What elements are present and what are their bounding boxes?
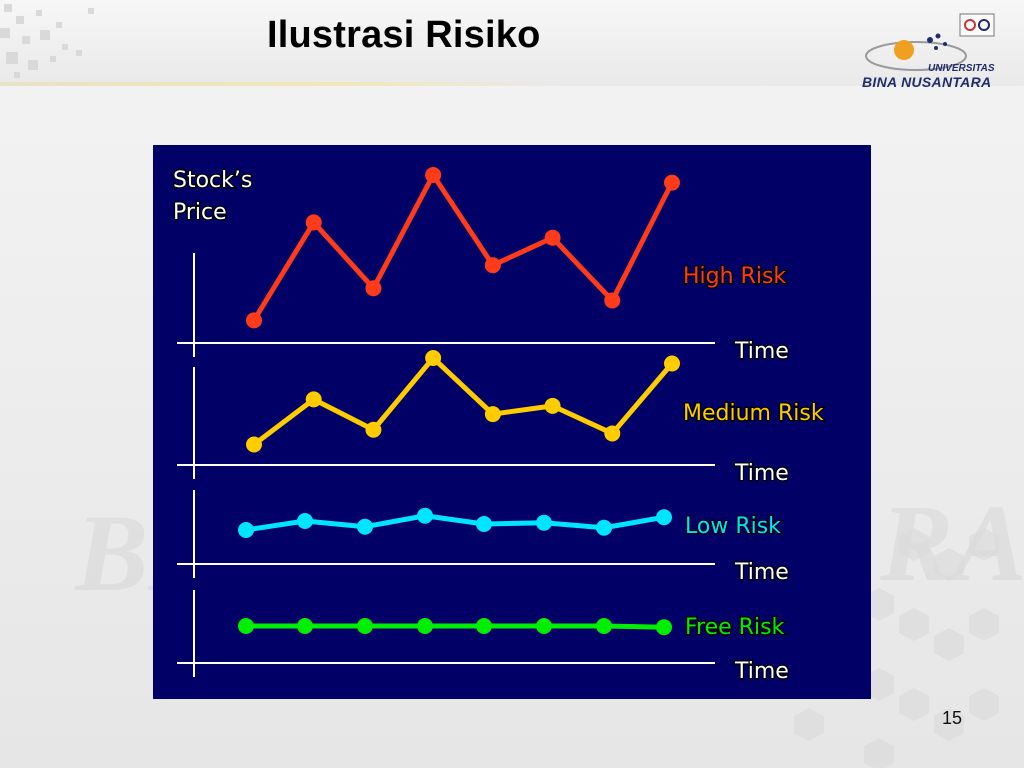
logo-text-bina-nusantara: BINA NUSANTARA bbox=[862, 74, 992, 90]
data-point bbox=[305, 214, 322, 231]
x-axis-label: Time bbox=[734, 339, 789, 364]
data-point bbox=[596, 618, 612, 634]
data-point bbox=[604, 292, 621, 309]
data-point bbox=[544, 229, 561, 246]
series-line-low-risk bbox=[245, 513, 665, 533]
data-point bbox=[417, 618, 433, 634]
data-point bbox=[476, 618, 492, 634]
risk-chart-svg: Stock’s Price Time High Risk Time Medium Risk… bbox=[172, 167, 825, 686]
data-point bbox=[425, 350, 442, 366]
series-label: High Risk bbox=[683, 264, 786, 289]
data-point bbox=[365, 280, 382, 297]
series-line-high-risk bbox=[251, 172, 675, 322]
series-label: Free Risk bbox=[685, 615, 785, 640]
y-axis-label-line: Stock’s bbox=[173, 168, 252, 193]
data-point bbox=[238, 522, 254, 538]
series-line-free-risk bbox=[246, 623, 665, 630]
y-axis-label-line: Price bbox=[173, 200, 227, 225]
data-point bbox=[357, 518, 373, 535]
header-band bbox=[0, 0, 1024, 86]
x-axis-label: Time bbox=[734, 560, 789, 585]
data-point bbox=[664, 355, 680, 372]
data-point bbox=[484, 257, 501, 274]
data-point bbox=[656, 509, 672, 526]
slide-title: Ilustrasi Risiko bbox=[267, 14, 541, 56]
data-point bbox=[604, 425, 621, 442]
data-point bbox=[664, 174, 680, 191]
series-label: Low Risk bbox=[685, 514, 781, 539]
series-layer bbox=[238, 167, 680, 636]
data-point bbox=[246, 436, 262, 453]
data-point bbox=[544, 397, 561, 414]
data-point bbox=[656, 619, 672, 636]
x-axis-label: Time bbox=[734, 659, 789, 684]
data-point bbox=[536, 618, 552, 634]
data-point bbox=[536, 514, 552, 531]
data-point bbox=[476, 516, 492, 532]
page-number: 15 bbox=[942, 708, 963, 728]
logo-emblem-icon bbox=[865, 13, 995, 71]
x-axis-label: Time bbox=[734, 461, 789, 486]
data-point bbox=[417, 507, 433, 524]
data-point bbox=[305, 391, 322, 408]
data-point bbox=[238, 618, 254, 634]
data-point bbox=[365, 421, 382, 438]
axes-layer bbox=[177, 253, 715, 677]
header-rule bbox=[0, 82, 560, 86]
logo-text-universitas: UNIVERSITAS bbox=[928, 63, 995, 74]
data-point bbox=[246, 312, 262, 329]
series-label: Medium Risk bbox=[683, 401, 824, 426]
data-point bbox=[425, 167, 442, 183]
university-logo: UNIVERSITAS BINA NUSANTARA bbox=[858, 10, 1008, 90]
data-point bbox=[297, 618, 313, 634]
data-point bbox=[484, 406, 501, 423]
series-line-medium-risk bbox=[252, 355, 674, 447]
risk-chart: Stock’s Price Time High Risk Time Medium Risk… bbox=[153, 145, 871, 699]
data-point bbox=[297, 513, 313, 529]
label-layer: Stock’s Price Time High Risk Time Medium Risk… bbox=[172, 167, 825, 686]
data-point bbox=[596, 519, 612, 536]
data-point bbox=[357, 618, 373, 634]
